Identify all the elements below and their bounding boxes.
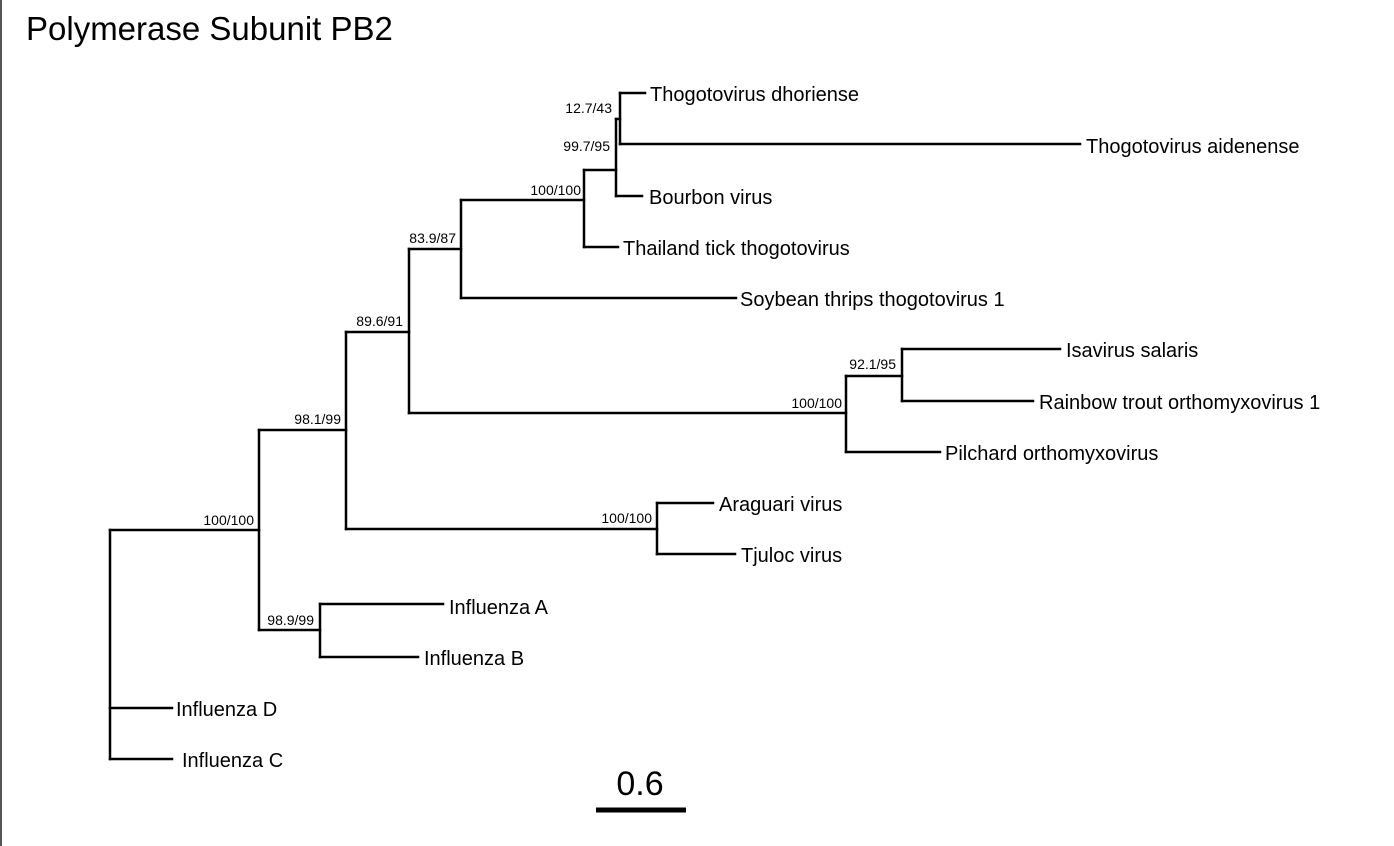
- support-value: 100/100: [791, 395, 842, 411]
- scale-bar-label: 0.6: [616, 765, 663, 803]
- support-value: 100/100: [530, 182, 581, 198]
- tip-label: Bourbon virus: [649, 187, 772, 209]
- support-value: 92.1/95: [849, 356, 896, 372]
- support-value: 89.6/91: [356, 313, 403, 329]
- support-value: 98.1/99: [294, 411, 341, 427]
- tip-label: Influenza C: [182, 750, 283, 772]
- support-value: 100/100: [601, 510, 652, 526]
- support-value: 83.9/87: [409, 230, 456, 246]
- tip-label: Thogotovirus aidenense: [1086, 136, 1299, 158]
- tip-label: Thailand tick thogotovirus: [623, 238, 850, 260]
- tip-label: Thogotovirus dhoriense: [650, 84, 859, 106]
- tip-label: Tjuloc virus: [741, 545, 842, 567]
- tip-label: Rainbow trout orthomyxovirus 1: [1039, 392, 1320, 414]
- tip-label: Isavirus salaris: [1066, 340, 1198, 362]
- support-value: 12.7/43: [565, 100, 612, 116]
- tip-label: Influenza A: [449, 597, 549, 619]
- tip-label: Influenza B: [424, 648, 524, 670]
- tip-label: Pilchard orthomyxovirus: [945, 443, 1158, 465]
- figure-title: Polymerase Subunit PB2: [26, 10, 393, 47]
- support-value: 99.7/95: [563, 138, 610, 154]
- tip-label: Soybean thrips thogotovirus 1: [740, 289, 1005, 311]
- tip-label: Influenza D: [176, 699, 277, 721]
- support-value: 98.9/99: [267, 612, 314, 628]
- left-border: [0, 0, 2, 846]
- support-value: 100/100: [203, 512, 254, 528]
- tip-label: Araguari virus: [719, 494, 842, 516]
